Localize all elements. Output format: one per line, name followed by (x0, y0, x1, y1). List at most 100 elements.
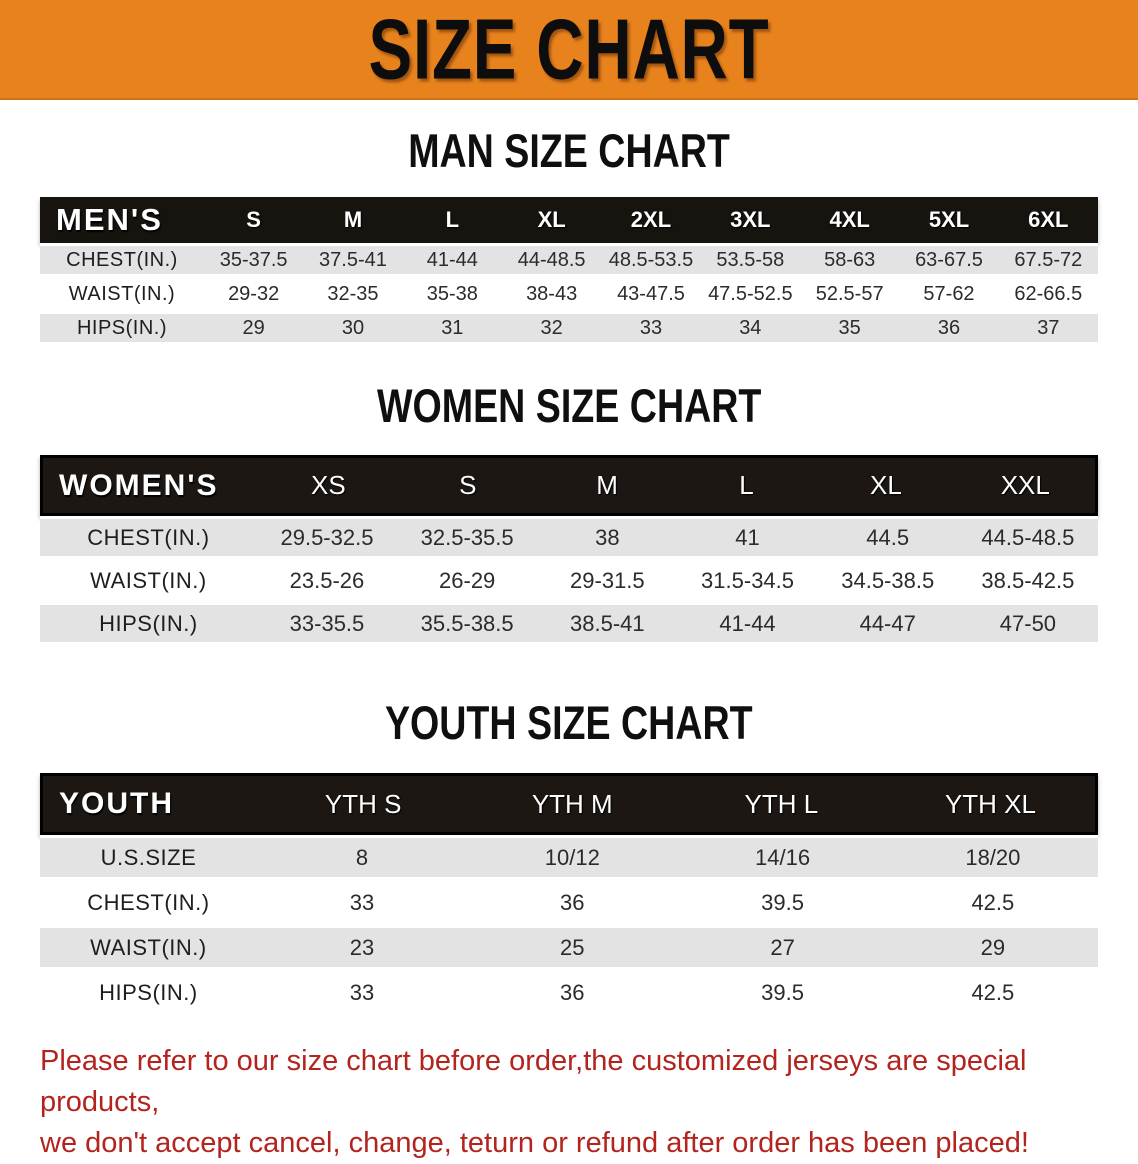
value-cell: 35.5-38.5 (420, 610, 514, 636)
value-cell: 23 (349, 934, 375, 960)
value-cell: 36 (937, 316, 961, 339)
value-cell: 29 (980, 934, 1006, 960)
value-cell: 38.5-42.5 (981, 567, 1075, 593)
value-cell: 62-66.5 (1014, 282, 1083, 305)
size-header-cell: XXL (1000, 470, 1050, 500)
value-cell: 29-32 (228, 282, 280, 305)
women-size-table: WOMEN'S XS S M L XL XXL CHEST(IN.) 29.5-… (40, 455, 1098, 645)
size-header-cell: M (343, 207, 363, 232)
men-table-header: MEN'S S M L XL 2XL 3XL 4XL 5XL 6XL (40, 197, 1098, 243)
size-header-cell: 4XL (829, 207, 870, 232)
value-cell: 31.5-34.5 (701, 567, 795, 593)
men-section-heading: MAN SIZE CHART (0, 126, 1138, 176)
value-cell: 36 (560, 979, 585, 1005)
value-cell: 39.5 (761, 889, 804, 915)
value-cell: 52.5-57 (815, 282, 884, 305)
table-row: WAIST(IN.) 29-32 32-35 35-38 38-43 43-47… (40, 277, 1098, 311)
size-header-cell: YTH M (531, 788, 613, 819)
value-cell: 44.5 (866, 524, 910, 550)
table-row: HIPS(IN.) 33 36 39.5 42.5 (40, 970, 1098, 1015)
size-header-cell: XS (311, 470, 346, 500)
value-cell: 34 (739, 316, 762, 339)
value-cell: 27 (770, 934, 795, 960)
value-cell: 14/16 (755, 844, 811, 870)
value-cell: 35-37.5 (219, 248, 288, 271)
youth-size-table: YOUTH YTH S YTH M YTH L YTH XL U.S.SIZE … (40, 773, 1098, 1015)
value-cell: 31 (441, 316, 464, 339)
value-cell: 35-38 (426, 282, 478, 305)
youth-table-header: YOUTH YTH S YTH M YTH L YTH XL (40, 773, 1098, 835)
row-label: HIPS(IN.) (76, 316, 168, 339)
value-cell: 29.5-32.5 (280, 524, 374, 550)
row-label: CHEST(IN.) (87, 524, 210, 550)
value-cell: 33-35.5 (289, 610, 365, 636)
value-cell: 48.5-53.5 (608, 248, 694, 271)
value-cell: 38-43 (526, 282, 578, 305)
value-cell: 29-31.5 (570, 567, 645, 593)
value-cell: 38 (595, 524, 620, 550)
value-cell: 26-29 (439, 567, 496, 593)
value-cell: 42.5 (971, 889, 1015, 915)
size-header-cell: YTH L (744, 788, 819, 819)
value-cell: 63-67.5 (915, 248, 983, 271)
value-cell: 10/12 (544, 844, 600, 870)
value-cell: 47-50 (999, 610, 1057, 636)
value-cell: 37.5-41 (319, 248, 387, 271)
size-header-cell: XL (870, 470, 902, 500)
size-header-cell: 3XL (730, 207, 771, 232)
size-header-cell: 6XL (1028, 207, 1069, 232)
value-cell: 44-48.5 (517, 248, 586, 271)
value-cell: 67.5-72 (1014, 248, 1083, 271)
value-cell: 41-44 (719, 610, 776, 636)
order-notice: Please refer to our size chart before or… (40, 1041, 1098, 1164)
value-cell: 37 (1037, 316, 1060, 339)
youth-group-label: YOUTH (59, 787, 174, 820)
row-label: WAIST(IN.) (68, 282, 176, 305)
value-cell: 44-47 (859, 610, 916, 636)
table-row: WAIST(IN.) 23.5-26 26-29 29-31.5 31.5-34… (40, 559, 1098, 602)
row-label: HIPS(IN.) (99, 979, 198, 1005)
value-cell: 33 (349, 889, 375, 915)
size-header-cell: S (459, 470, 477, 500)
value-cell: 33 (639, 316, 663, 339)
table-row: CHEST(IN.) 29.5-32.5 32.5-35.5 38 41 44.… (40, 516, 1098, 559)
youth-heading-text: YOUTH SIZE CHART (385, 696, 753, 749)
row-label: WAIST(IN.) (90, 567, 207, 593)
size-header-cell: YTH S (324, 788, 402, 819)
size-header-cell: XL (537, 207, 566, 232)
value-cell: 34.5-38.5 (841, 567, 935, 593)
table-row: HIPS(IN.) 29 30 31 32 33 34 35 36 37 (40, 311, 1098, 345)
value-cell: 33 (349, 979, 375, 1005)
table-row: WAIST(IN.) 23 25 27 29 (40, 925, 1098, 970)
size-header-cell: 5XL (928, 207, 970, 232)
value-cell: 32 (540, 316, 563, 339)
size-header-cell: L (739, 470, 754, 500)
size-header-cell: S (246, 207, 261, 232)
table-row: CHEST(IN.) 35-37.5 37.5-41 41-44 44-48.5… (40, 243, 1098, 277)
women-heading-text: WOMEN SIZE CHART (376, 379, 762, 432)
table-row: CHEST(IN.) 33 36 39.5 42.5 (40, 880, 1098, 925)
value-cell: 53.5-58 (716, 248, 785, 271)
men-size-table: MEN'S S M L XL 2XL 3XL 4XL 5XL 6XL CHEST… (40, 197, 1098, 345)
size-header-cell: M (596, 470, 618, 500)
row-label: U.S.SIZE (100, 844, 197, 870)
value-cell: 58-63 (824, 248, 876, 271)
value-cell: 47.5-52.5 (708, 282, 793, 305)
size-header-cell: L (445, 207, 460, 232)
size-header-cell: 2XL (630, 207, 672, 232)
value-cell: 25 (560, 934, 585, 960)
value-cell: 36 (560, 889, 585, 915)
notice-line-2: we don't accept cancel, change, teturn o… (40, 1127, 1029, 1159)
value-cell: 41-44 (426, 248, 478, 271)
value-cell: 44.5-48.5 (981, 524, 1075, 550)
row-label: WAIST(IN.) (90, 934, 207, 960)
women-section-heading: WOMEN SIZE CHART (0, 381, 1138, 431)
youth-section-heading: YOUTH SIZE CHART (0, 698, 1138, 748)
value-cell: 23.5-26 (289, 567, 365, 593)
table-row: U.S.SIZE 8 10/12 14/16 18/20 (40, 835, 1098, 880)
row-label: HIPS(IN.) (99, 610, 198, 636)
table-row: HIPS(IN.) 33-35.5 35.5-38.5 38.5-41 41-4… (40, 602, 1098, 645)
value-cell: 43-47.5 (617, 282, 685, 305)
women-table-header: WOMEN'S XS S M L XL XXL (40, 455, 1098, 516)
value-cell: 18/20 (965, 844, 1021, 870)
